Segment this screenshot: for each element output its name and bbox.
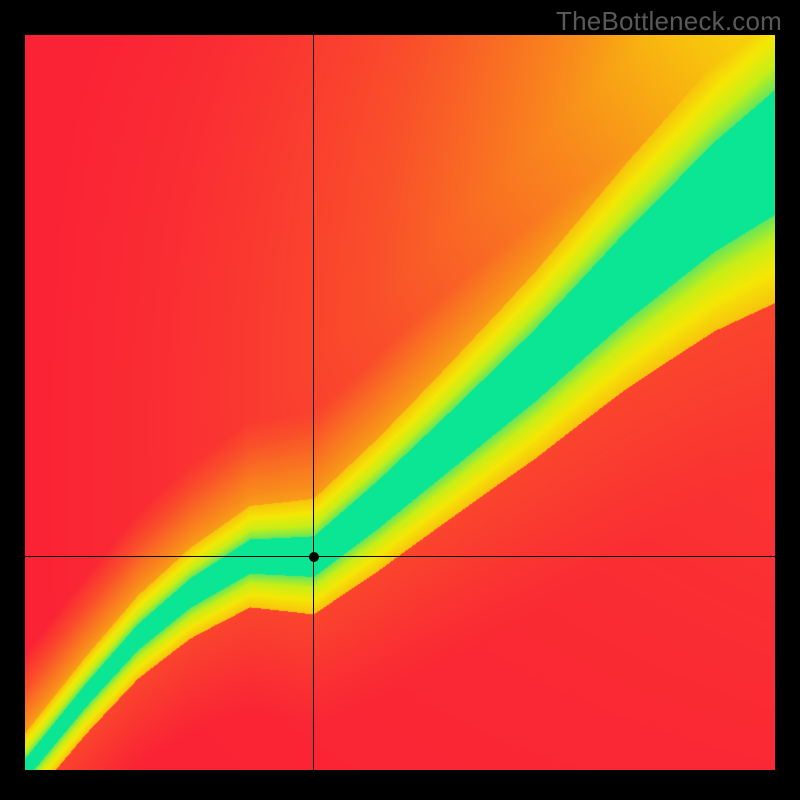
crosshair-horizontal <box>25 556 775 557</box>
watermark-text: TheBottleneck.com <box>556 6 782 37</box>
heatmap-canvas <box>25 35 775 770</box>
crosshair-vertical <box>313 35 314 770</box>
bottleneck-heatmap <box>25 35 775 770</box>
selection-marker <box>309 552 319 562</box>
